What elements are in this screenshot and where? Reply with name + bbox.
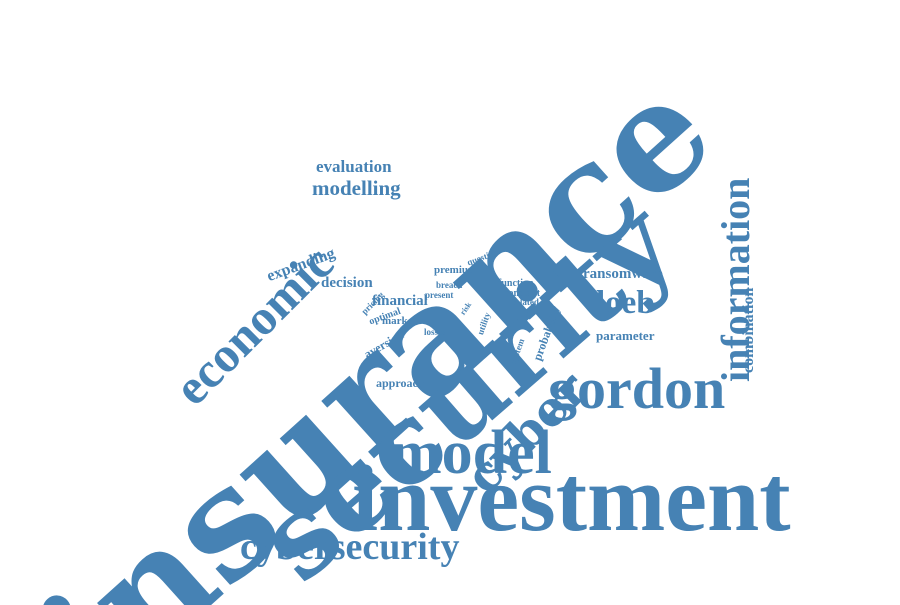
word-approach: approach	[376, 376, 425, 390]
word-gordon: gordon	[548, 356, 726, 421]
word-investment: investment	[352, 447, 791, 551]
word-parameter: parameter	[596, 328, 655, 343]
word-breach: breach	[436, 280, 463, 290]
word-loeb: loeb	[596, 285, 655, 321]
word-losses: losses	[424, 327, 446, 337]
word-premium: premium	[434, 264, 478, 276]
word-evaluation: evaluation	[316, 157, 392, 176]
word-constant: constant	[504, 288, 541, 299]
word-combination: combination	[740, 287, 757, 373]
word-market: market	[382, 315, 417, 327]
word-related: related	[512, 297, 539, 307]
word-cybersecurity: cybersecurity	[240, 526, 460, 568]
word-function: function	[498, 278, 534, 289]
word-model: model	[390, 419, 552, 487]
word-ransomware: ransomware	[583, 266, 663, 282]
word-decision: decision	[321, 275, 373, 291]
word-financial: financial	[372, 293, 428, 309]
word-present: present	[425, 290, 454, 300]
word-modelling: modelling	[312, 176, 401, 200]
